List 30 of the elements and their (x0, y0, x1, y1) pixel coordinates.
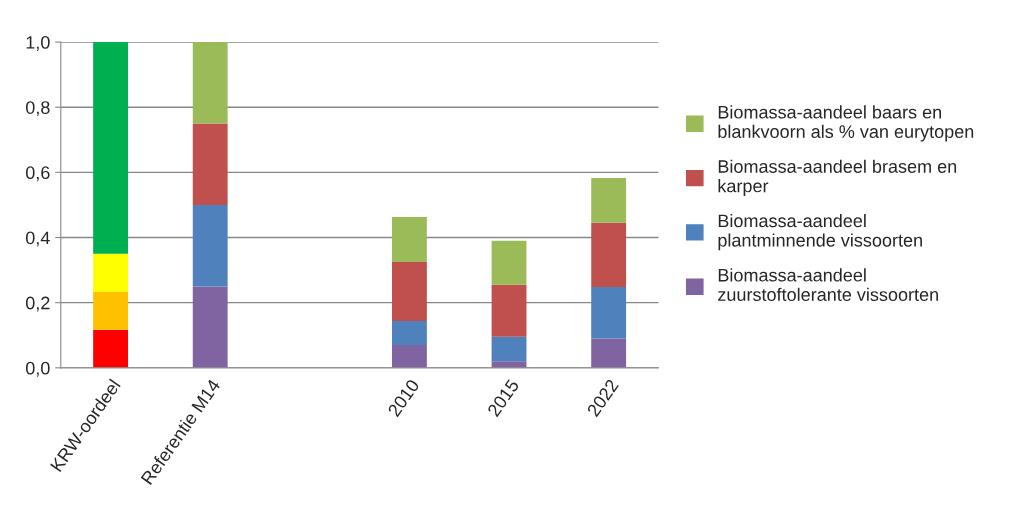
bar (192, 42, 228, 124)
y-tick-label: 0,6 (25, 166, 50, 182)
bar (93, 42, 129, 254)
bar (491, 240, 527, 285)
y-tick-label: 0,8 (25, 101, 50, 117)
y-tick-label: 0,2 (25, 296, 50, 312)
bar (591, 338, 627, 368)
bar (491, 336, 527, 362)
bar (192, 123, 228, 205)
bar (391, 320, 427, 346)
bar (591, 177, 627, 223)
bar (192, 286, 228, 368)
legend-label: Biomassa-aandeel zuurstoftolerante vissoorten (718, 268, 938, 302)
bar (491, 361, 527, 368)
bar (93, 329, 129, 368)
y-tick-label: 1,0 (26, 36, 50, 51)
bar (391, 217, 427, 262)
bar (192, 204, 228, 287)
y-tick-label: 0,4 (25, 231, 50, 247)
bar (491, 284, 527, 337)
legend-label: Biomassa-aandeel baars en blankvoorn als % van eurytopen (718, 105, 974, 142)
legend-label: Biomassa-aandeel brasem en karper (718, 159, 957, 196)
bar (591, 222, 627, 288)
bar (591, 287, 627, 339)
y-tick-label: 0,0 (25, 361, 50, 377)
bar (391, 261, 427, 321)
bar (391, 345, 427, 368)
bar (93, 291, 129, 330)
bar (93, 253, 129, 292)
legend-label: Biomassa-aandeel plantminnende vissoorten (718, 213, 922, 251)
